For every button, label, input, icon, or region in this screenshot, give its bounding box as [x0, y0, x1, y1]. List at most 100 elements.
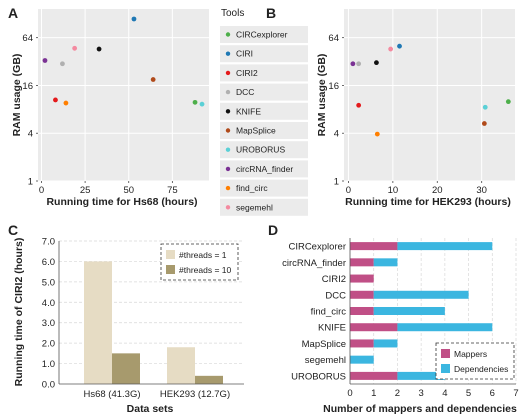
chart-b-y-label: RAM usage (GB) [316, 54, 328, 137]
a-x-tick-3: 75 [167, 185, 178, 196]
d-x-tick-3: 3 [418, 388, 423, 399]
d-bar-dcc-dependencies [373, 290, 469, 299]
b-y-tick-2: 16 [328, 81, 339, 92]
legend-label-mapsplice: MapSplice [236, 126, 276, 136]
a-point-circexplorer [192, 99, 198, 105]
legend-swatch-circrna-finder [225, 166, 231, 172]
chart-a: 1 4 16 64 0 25 50 75 Running time for Hs68 (ho… [11, 9, 209, 208]
b-point-find-circ [374, 131, 380, 137]
tools-legend: Tools CIRCexplorer CIRI CIRI2 DCC KNIFE MapSp… [220, 8, 308, 216]
chart-a-x-label: Running time for Hs68 (hours) [46, 196, 197, 208]
b-x-tick-2: 20 [432, 185, 443, 196]
d-bar-knife-dependencies [397, 323, 493, 332]
d-x-tick-1: 1 [371, 388, 376, 399]
legend-swatch-knife [225, 109, 231, 114]
d-category-uroborus: UROBORUS [291, 371, 346, 382]
chart-d-legend-label-dependencies: Dependencies [454, 364, 508, 374]
c-y-tick-6: 6.0 [42, 257, 55, 268]
d-bar-circexplorer-dependencies [397, 242, 493, 251]
a-x-tick-2: 50 [123, 185, 134, 196]
legend-swatch-segemehl [225, 205, 231, 210]
legend-label-circexplorer: CIRCexplorer [236, 30, 288, 40]
legend-swatch-dcc [225, 89, 231, 95]
c-y-tick-1: 1.0 [42, 359, 55, 370]
chart-b-points [350, 43, 511, 137]
b-point-circrna-finder [350, 61, 356, 67]
d-category-segemehl: segemehl [305, 355, 346, 366]
chart-b-plot-area [344, 9, 515, 181]
a-point-uroborus [199, 101, 205, 107]
a-x-tick-0: 0 [39, 185, 44, 196]
b-point-circexplorer [505, 99, 511, 105]
d-x-tick-0: 0 [347, 388, 352, 399]
a-y-tick-1: 4 [28, 129, 33, 140]
legend-swatch-ciri [225, 51, 231, 56]
c-bar-hs68-41-3g-threads-10 [112, 353, 140, 384]
chart-d: CIRCexplorer circRNA_finder CIRI2 DCC find_c… [282, 238, 519, 415]
chart-b-x-label: Running time for HEK293 (hours) [345, 196, 511, 208]
a-y-tick-3: 64 [22, 33, 33, 44]
b-y-tick-3: 64 [328, 33, 339, 44]
legend-label-uroborus: UROBORUS [236, 145, 285, 155]
d-bar-find-circ-mappers [350, 307, 374, 315]
b-y-tick-1: 4 [334, 129, 339, 140]
chart-c-x-ticks: Hs68 (41.3G) HEK293 (12.7G) [83, 389, 230, 400]
d-x-tick-4: 4 [442, 388, 447, 399]
d-category-knife: KNIFE [318, 323, 346, 334]
c-bar-hek293-12-7g-threads-1 [167, 347, 195, 384]
chart-d-legend-swatch-dependencies [441, 364, 450, 373]
chart-b-grid [344, 9, 515, 182]
legend-title: Tools [221, 8, 244, 19]
a-x-tick-1: 25 [80, 185, 91, 196]
chart-a-y-label: RAM usage (GB) [11, 54, 23, 137]
legend-item-bg-ciri [220, 45, 308, 63]
panel-label-c: C [8, 222, 18, 238]
c-bar-hs68-41-3g-threads-1 [84, 261, 112, 384]
a-point-ciri2 [53, 97, 58, 103]
chart-c-y-label: Running time of CIRI2 (hours) [13, 238, 25, 387]
c-y-tick-3: 3.0 [42, 318, 55, 329]
legend-item-bg-uroborus [220, 141, 308, 159]
d-bar-circrna-finder-mappers [350, 258, 374, 267]
chart-a-x-ticks: 0 25 50 75 [39, 181, 178, 196]
d-bar-mapsplice-dependencies [373, 339, 398, 348]
chart-b: 1 4 16 64 0 10 20 30 Running time for HEK293 (… [316, 9, 515, 208]
a-point-knife [96, 46, 102, 52]
d-category-circrna-finder: circRNA_finder [282, 258, 346, 269]
chart-d-x-label: Number of mappers and dependencies [323, 403, 517, 415]
c-y-tick-4: 4.0 [42, 298, 55, 309]
a-point-ciri [131, 16, 137, 22]
legend-label-ciri: CIRI [236, 49, 253, 59]
legend-swatch-uroborus [225, 147, 231, 152]
chart-c-bars [84, 261, 223, 384]
chart-b-y-ticks: 1 4 16 64 [328, 33, 344, 188]
b-point-dcc [356, 61, 362, 67]
a-point-dcc [60, 61, 65, 67]
legend-item-bg-circexplorer [220, 26, 308, 43]
b-point-ciri [397, 43, 402, 49]
chart-c-y-ticks: 0.0 1.0 2.0 3.0 4.0 5.0 6.0 7.0 [42, 237, 55, 391]
d-x-tick-2: 2 [395, 388, 400, 399]
d-x-tick-6: 6 [490, 388, 495, 399]
d-x-tick-5: 5 [466, 388, 471, 399]
d-category-dcc: DCC [325, 290, 346, 301]
chart-c-legend-label-threads-10: #threads = 10 [179, 265, 231, 275]
b-point-uroborus [482, 104, 488, 110]
a-point-circrna-finder [42, 58, 48, 63]
b-x-tick-1: 10 [388, 185, 399, 196]
legend-label-dcc: DCC [236, 87, 254, 97]
legend-item-bg-ciri2 [220, 64, 308, 82]
chart-c-legend: #threads = 1 #threads = 10 [160, 243, 239, 281]
d-x-tick-7: 7 [513, 388, 518, 399]
d-category-circexplorer: CIRCexplorer [288, 242, 346, 253]
b-point-segemehl [388, 46, 394, 52]
b-point-ciri2 [356, 102, 362, 108]
c-y-tick-0: 0.0 [42, 380, 55, 391]
chart-c-legend-swatch-threads-1 [166, 250, 175, 259]
c-bar-hek293-12-7g-threads-10 [195, 375, 223, 384]
legend-label-circrna-finder: circRNA_finder [236, 164, 293, 174]
chart-d-category-labels: CIRCexplorer circRNA_finder CIRI2 DCC find_c… [282, 242, 346, 383]
legend-label-knife: KNIFE [236, 106, 261, 116]
chart-d-legend: Mappers Dependencies [435, 342, 515, 380]
legend-item-bg-dcc [220, 83, 308, 101]
